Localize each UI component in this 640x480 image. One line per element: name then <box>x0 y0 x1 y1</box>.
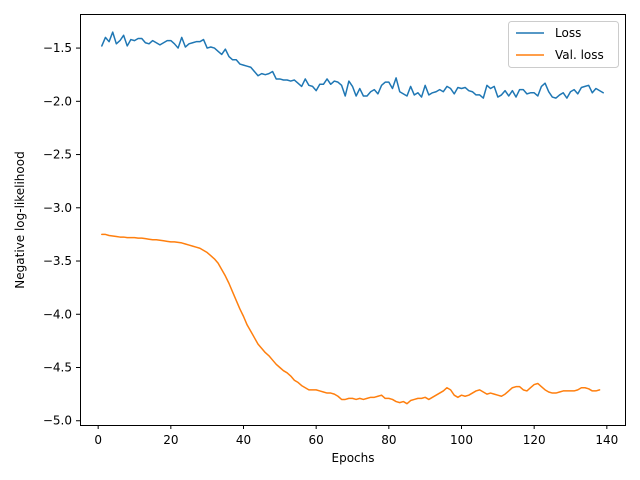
y-tick-label: −2.5 <box>43 148 72 162</box>
x-tick-label: 40 <box>236 433 251 447</box>
series-lines <box>101 31 604 405</box>
series-line-val-loss <box>101 233 601 405</box>
x-tick-label: 0 <box>94 433 102 447</box>
x-axis-title: Epochs <box>332 451 375 465</box>
y-tick-label: −4.5 <box>43 361 72 375</box>
y-tick-label: −5.0 <box>43 414 72 428</box>
legend-label-loss: Loss <box>555 26 581 40</box>
series-line-loss <box>101 31 604 99</box>
y-tick-label: −3.5 <box>43 254 72 268</box>
y-axis: −5.0 −4.5 −4.0 −3.5 −3.0 −2.5 −2.0 −1.5 <box>43 41 80 428</box>
x-tick-label: 20 <box>163 433 178 447</box>
x-tick-label: 100 <box>450 433 473 447</box>
y-tick-label: −1.5 <box>43 41 72 55</box>
x-tick-label: 120 <box>523 433 546 447</box>
y-tick-label: −3.0 <box>43 201 72 215</box>
y-tick-label: −2.0 <box>43 94 72 108</box>
x-axis: 0 20 40 60 80 100 120 140 <box>94 425 618 447</box>
y-tick-label: −4.0 <box>43 307 72 321</box>
x-tick-label: 80 <box>381 433 396 447</box>
x-tick-label: 60 <box>309 433 324 447</box>
x-tick-label: 140 <box>595 433 618 447</box>
plot-frame <box>80 14 626 426</box>
y-axis-title: Negative log-likelihood <box>13 151 27 288</box>
legend-label-val-loss: Val. loss <box>555 48 604 62</box>
legend: Loss Val. loss <box>508 21 619 68</box>
